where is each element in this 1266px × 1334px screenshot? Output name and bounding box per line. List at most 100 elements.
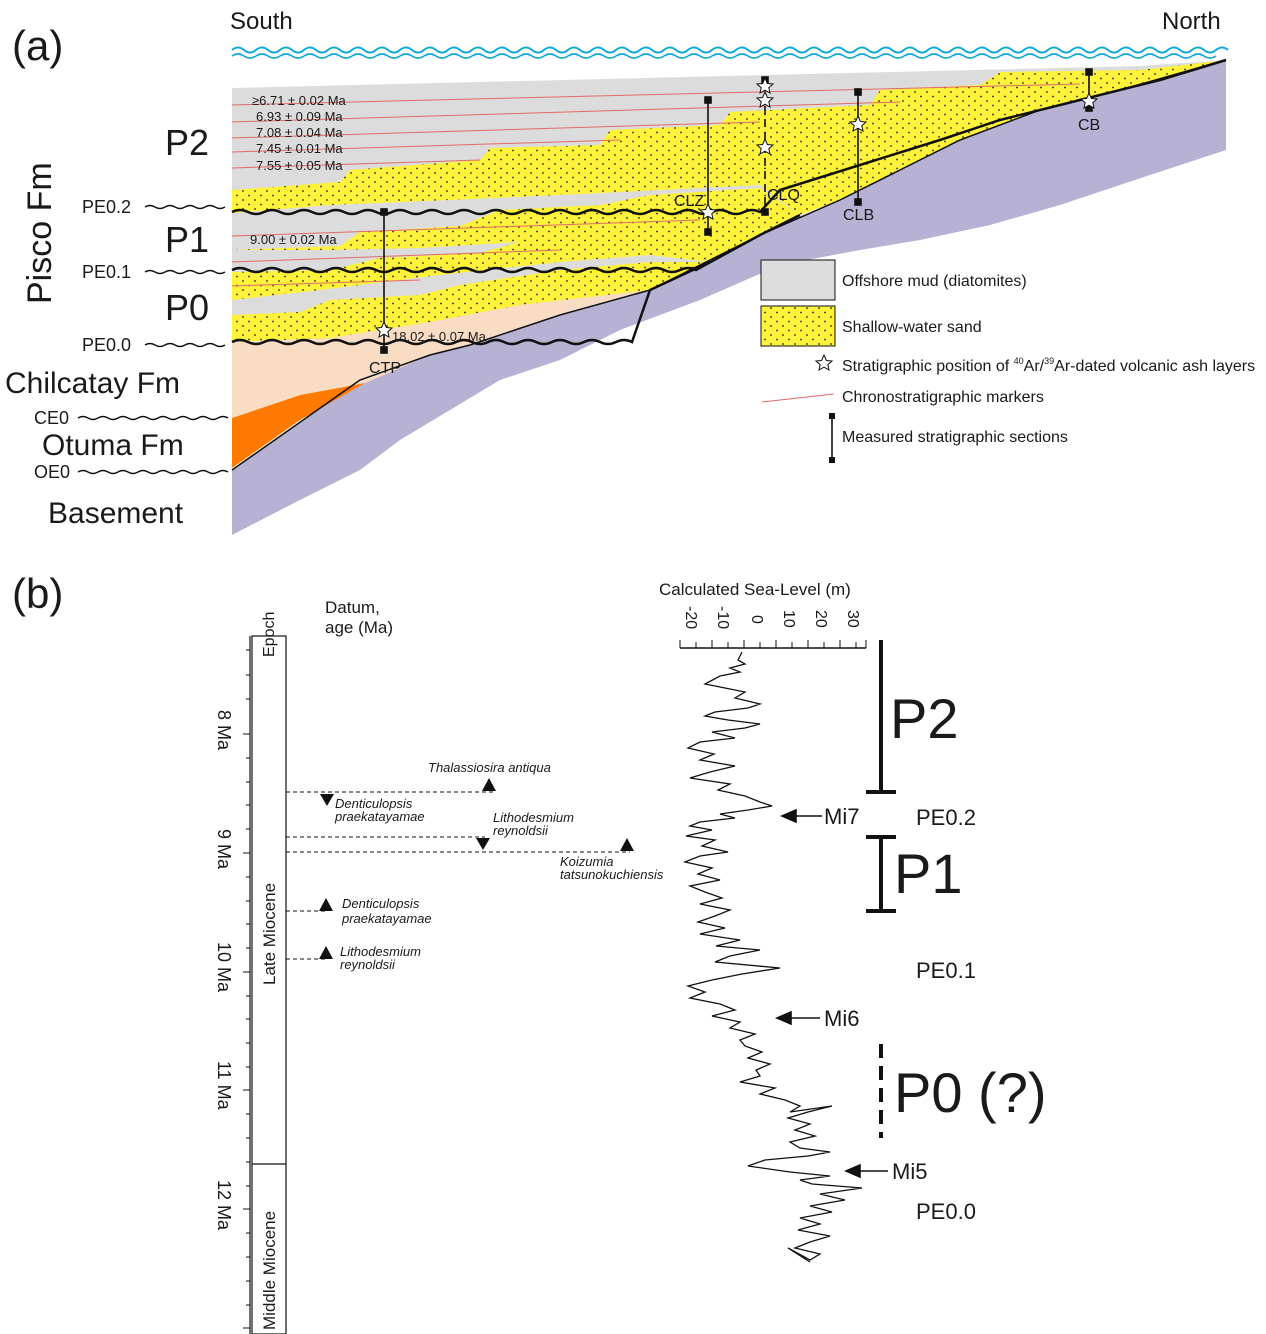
surface-pe02-line bbox=[231, 58, 1227, 216]
legend-mud-label: Offshore mud (diatomites) bbox=[842, 273, 1027, 290]
sea-level-tick-label: -20 bbox=[682, 606, 699, 629]
age-tick-label: 11 Ma bbox=[214, 1061, 234, 1111]
epoch-column bbox=[251, 635, 287, 1334]
section-label: CLZ bbox=[674, 193, 704, 210]
panel-a: (a) South North bbox=[5, 8, 1255, 535]
ash-star-icon bbox=[755, 76, 775, 94]
surface-pe00-line bbox=[231, 260, 711, 346]
epoch-middle-miocene: Middle Miocene bbox=[260, 1211, 279, 1330]
pisco-fm-label: Pisco Fm bbox=[21, 162, 59, 304]
datum-labels: Thalassiosira antiqua Denticulopsis praek… bbox=[334, 760, 664, 972]
basement-top-line bbox=[231, 59, 1227, 471]
p0-sand bbox=[232, 262, 710, 342]
first-occurrence-icon bbox=[482, 778, 496, 791]
epoch-late-miocene: Late Miocene bbox=[260, 883, 279, 985]
age-tick-labels: 8 Ma 9 Ma 10 Ma 11 Ma 12 Ma bbox=[214, 710, 234, 1231]
age-label: 7.45 ± 0.01 Ma bbox=[256, 141, 343, 156]
legend-sand-label: Shallow-water sand bbox=[842, 319, 982, 336]
panel-b: (b) 8 Ma 9 Ma 10 Ma 11 Ma 12 Ma Epoch La… bbox=[12, 570, 1047, 1334]
datum-label: Koizumia tatsunokuchiensis bbox=[560, 854, 664, 882]
age-labels: ≥6.71 ± 0.02 Ma 6.93 ± 0.09 Ma 7.08 ± 0.… bbox=[250, 93, 487, 344]
basement-label: Basement bbox=[48, 497, 184, 530]
event-mi6: Mi6 bbox=[824, 1006, 859, 1031]
surface-pe02-b: PE0.2 bbox=[916, 805, 976, 830]
legend: Offshore mud (diatomites) Shallow-water … bbox=[760, 259, 1255, 463]
otuma-unit bbox=[232, 383, 365, 468]
age-tick-label: 9 Ma bbox=[214, 829, 234, 870]
sea-level-curve bbox=[682, 651, 863, 1263]
datum-label: Denticulopsis praekatayamae bbox=[341, 896, 432, 926]
p1-sand bbox=[232, 188, 800, 300]
datum-label: Lithodesmium reynoldsii bbox=[493, 810, 574, 838]
legend-markers-label: Chronostratigraphic markers bbox=[842, 389, 1044, 406]
section-label: CB bbox=[1078, 117, 1100, 134]
ash-star-icon bbox=[698, 202, 718, 220]
legend-swatch-mud bbox=[760, 259, 836, 301]
unit-p2-label: P2 bbox=[165, 122, 209, 163]
age-tick-label: 12 Ma bbox=[214, 1180, 234, 1231]
first-occurrence-icon bbox=[319, 946, 333, 959]
last-occurrence-icon bbox=[320, 794, 334, 806]
datum-label: Denticulopsis praekatayamae bbox=[334, 796, 425, 824]
datum-markers bbox=[286, 791, 630, 960]
otuma-label: Otuma Fm bbox=[42, 429, 184, 462]
age-label: 9.00 ± 0.02 Ma bbox=[250, 232, 337, 247]
unit-bars bbox=[866, 640, 896, 1138]
unit-p1-b: P1 bbox=[894, 842, 963, 905]
legend-swatch-sand bbox=[760, 305, 836, 347]
epoch-header: Epoch bbox=[261, 612, 278, 657]
surface-pe01: PE0.1 bbox=[82, 262, 131, 282]
last-occurrence-icon bbox=[476, 838, 490, 850]
event-arrows bbox=[774, 808, 888, 1179]
sea-level-tick-labels: -20 -10 0 10 20 30 bbox=[682, 606, 861, 629]
ash-star-icon bbox=[848, 114, 868, 132]
ash-star-icon bbox=[1079, 91, 1099, 109]
ash-star-icon bbox=[755, 90, 775, 108]
surface-oe0: OE0 bbox=[34, 462, 70, 482]
surface-pe02: PE0.2 bbox=[82, 197, 131, 217]
sea-level-tick-label: 20 bbox=[812, 610, 829, 628]
surface-pe00: PE0.0 bbox=[82, 335, 131, 355]
legend-ash-label: Stratigraphic position of 40Ar/39Ar-date… bbox=[842, 356, 1255, 375]
age-label: 6.93 ± 0.09 Ma bbox=[256, 109, 343, 124]
section-labels: CTP CLZ CLQ CLB CB bbox=[369, 117, 1100, 377]
datum-label: Thalassiosira antiqua bbox=[428, 760, 551, 775]
age-label: 7.08 ± 0.04 Ma bbox=[256, 125, 343, 140]
age-label: 18.02 ± 0.07 Ma bbox=[392, 329, 487, 344]
sea-surface bbox=[231, 46, 1229, 54]
section-label: CTP bbox=[369, 360, 401, 377]
first-occurrence-icon bbox=[620, 838, 634, 851]
legend-sections-label: Measured stratigraphic sections bbox=[842, 429, 1068, 446]
section-label: CLQ bbox=[767, 187, 800, 204]
surface-pe01-line bbox=[231, 213, 801, 274]
sea-level-tick-label: 30 bbox=[844, 610, 861, 628]
unit-p0-b: P0 (?) bbox=[894, 1061, 1047, 1124]
unit-p2-b: P2 bbox=[890, 687, 959, 750]
basement-unit bbox=[232, 60, 1226, 535]
panel-a-label: (a) bbox=[12, 22, 63, 69]
ash-stars bbox=[374, 76, 1099, 338]
left-surface-labels: PE0.2 PE0.1 PE0.0 CE0 OE0 bbox=[34, 197, 229, 482]
north-label: North bbox=[1162, 8, 1221, 35]
legend-star-icon bbox=[814, 353, 834, 371]
chilcatay-unit bbox=[232, 290, 650, 418]
section-label: CLB bbox=[843, 207, 874, 224]
unit-p1-label: P1 bbox=[165, 219, 209, 260]
south-label: South bbox=[230, 8, 293, 35]
panel-b-label: (b) bbox=[12, 570, 63, 617]
surface-ce0: CE0 bbox=[34, 408, 69, 428]
sea-surface-2 bbox=[231, 53, 1217, 59]
ash-star-icon bbox=[374, 320, 394, 338]
sea-level-title: Calculated Sea-Level (m) bbox=[659, 580, 851, 599]
event-mi7: Mi7 bbox=[824, 804, 859, 829]
ash-star-icon bbox=[755, 137, 775, 155]
sea-level-tick-label: 0 bbox=[748, 615, 765, 624]
datum-triangles bbox=[319, 778, 634, 959]
age-label: 7.55 ± 0.05 Ma bbox=[256, 158, 343, 173]
chrono-markers bbox=[231, 83, 1081, 287]
p2-sand bbox=[232, 60, 1226, 215]
chilcatay-label: Chilcatay Fm bbox=[5, 367, 180, 400]
surface-pe01-b: PE0.1 bbox=[916, 958, 976, 983]
age-tick-label: 8 Ma bbox=[214, 710, 234, 751]
